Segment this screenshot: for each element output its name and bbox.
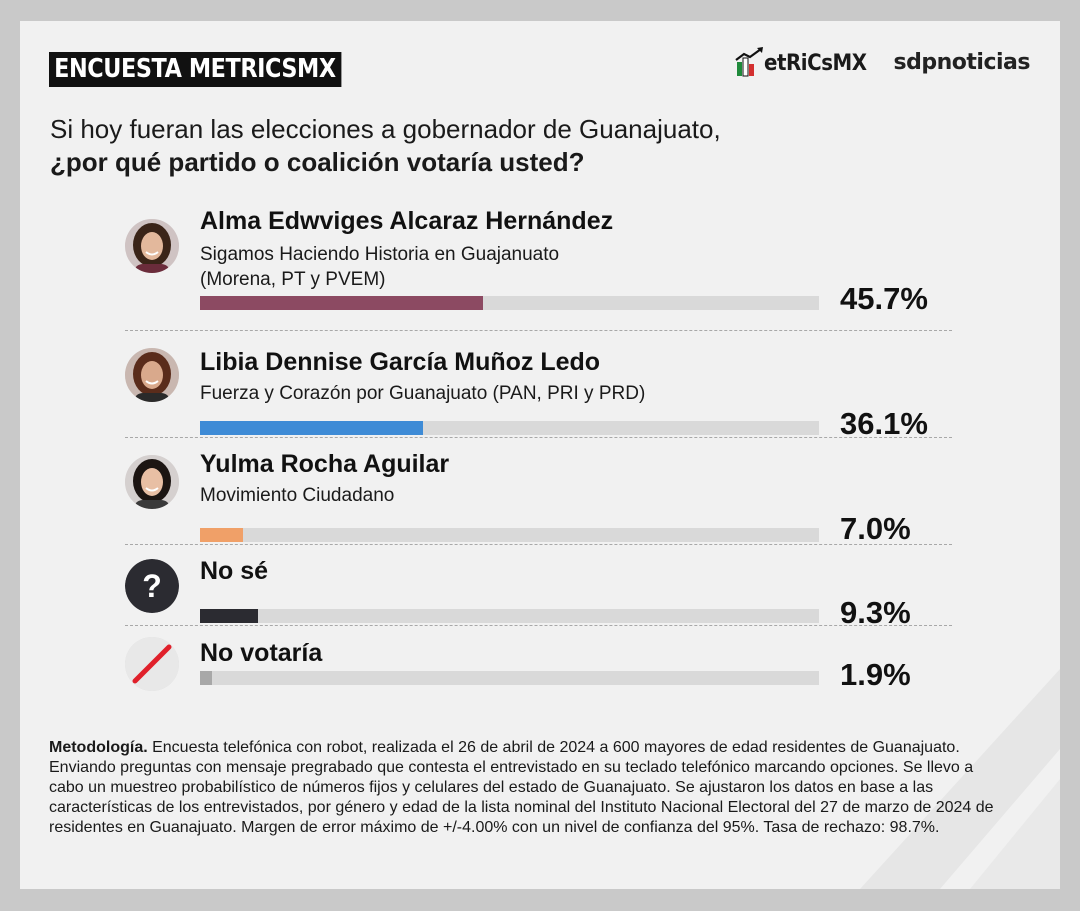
bar xyxy=(200,528,243,542)
bar-track xyxy=(200,609,819,623)
no-vote-slash-icon xyxy=(125,637,179,691)
data-label: 9.3% xyxy=(840,595,911,630)
candidate-photo xyxy=(125,219,179,273)
bar xyxy=(200,609,258,623)
data-label: 36.1% xyxy=(840,406,928,441)
data-label: 7.0% xyxy=(840,511,911,546)
candidate-photo xyxy=(125,455,179,509)
bar-track xyxy=(200,421,819,435)
coalition-label: Sigamos Haciendo Historia en Guajanuato … xyxy=(200,244,560,290)
metricsmx-chart-icon xyxy=(734,47,763,77)
bar xyxy=(200,296,483,310)
coalition-label: Movimiento Ciudadano xyxy=(200,485,395,506)
bar-track xyxy=(200,296,819,310)
candidate-photo xyxy=(125,348,179,402)
coalition-label: Fuerza y Corazón por Guanajuato (PAN, PR… xyxy=(200,383,646,404)
category-label: Alma Edwviges Alcaraz Hernández xyxy=(200,207,614,235)
bar xyxy=(200,671,212,685)
metricsmx-logo: etRiCsMX xyxy=(734,46,878,78)
result-row: Alma Edwviges Alcaraz Hernández Sigamos H… xyxy=(125,197,952,331)
svg-text:?: ? xyxy=(142,568,162,604)
category-label: Libia Dennise García Muñoz Ledo xyxy=(200,348,601,376)
poll-card: ENCUESTA METRICSMX etRiCsMX sdpnoticias … xyxy=(20,21,1060,889)
bar xyxy=(200,421,423,435)
survey-badge: ENCUESTA METRICSMX xyxy=(49,52,342,87)
methodology-note: Metodología. Encuesta telefónica con rob… xyxy=(49,738,1009,838)
result-row: No votaría 1.9% xyxy=(125,626,952,705)
question-line-1: Si hoy fueran las elecciones a gobernado… xyxy=(50,114,721,144)
metricsmx-wordmark: etRiCsMX xyxy=(763,51,867,76)
question-mark-icon: ? xyxy=(125,559,179,613)
data-label: 1.9% xyxy=(840,657,911,692)
data-label: 45.7% xyxy=(840,281,928,316)
methodology-text: Encuesta telefónica con robot, realizada… xyxy=(49,739,994,836)
survey-question: Si hoy fueran las elecciones a gobernado… xyxy=(50,113,721,179)
category-label: No votaría xyxy=(200,639,323,667)
methodology-label: Metodología. xyxy=(49,739,148,756)
result-row: ? No sé 9.3% xyxy=(125,545,952,630)
results-chart: Alma Edwviges Alcaraz Hernández Sigamos H… xyxy=(20,21,1060,889)
result-row: Libia Dennise García Muñoz Ledo Fuerza y … xyxy=(125,331,952,441)
logos: etRiCsMX sdpnoticias xyxy=(734,46,1031,78)
sdpnoticias-logo: sdpnoticias xyxy=(893,49,1031,75)
bar-track xyxy=(200,528,819,542)
category-label: No sé xyxy=(200,557,269,585)
bar-track xyxy=(200,671,819,685)
category-label: Yulma Rocha Aguilar xyxy=(200,450,450,478)
question-line-2: ¿por qué partido o coalición votaría ust… xyxy=(50,147,585,177)
result-row: Yulma Rocha Aguilar Movimiento Ciudadano 7… xyxy=(125,438,952,546)
